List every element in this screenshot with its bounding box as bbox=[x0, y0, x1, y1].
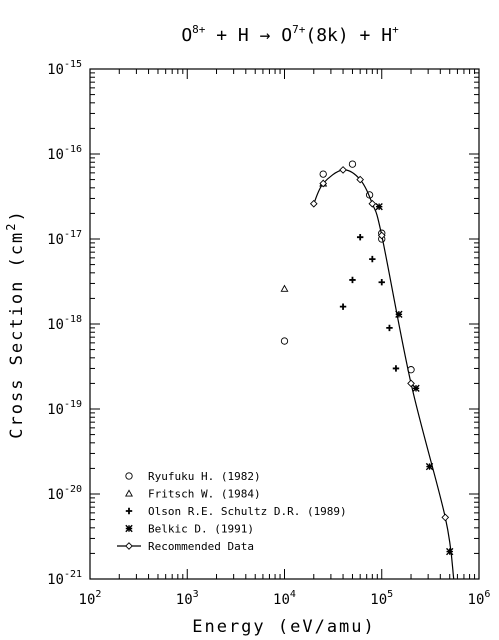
series-diamond-line bbox=[309, 166, 455, 580]
recommended-curve bbox=[313, 169, 455, 580]
legend-label: Recommended Data bbox=[148, 540, 254, 553]
data-point bbox=[441, 513, 450, 522]
data-point bbox=[356, 175, 365, 184]
data-point bbox=[280, 337, 289, 345]
legend-item: Belkic D. (1991) bbox=[125, 523, 254, 536]
legend: Ryufuku H. (1982) Fritsch W. (1984) Olson … bbox=[117, 470, 347, 553]
data-point bbox=[375, 202, 383, 211]
x-tick-label: 103 bbox=[176, 589, 199, 608]
y-tick-labels: 10-15 10-16 10-17 10-18 10-19 10-20 10-21 bbox=[47, 59, 82, 588]
data-point bbox=[386, 324, 393, 332]
data-point bbox=[369, 255, 376, 263]
legend-marker bbox=[125, 524, 133, 533]
data-point bbox=[339, 303, 347, 310]
data-point bbox=[348, 160, 357, 168]
data-point bbox=[407, 379, 415, 388]
data-point bbox=[412, 384, 420, 393]
data-series bbox=[280, 160, 455, 580]
legend-label: Fritsch W. (1984) bbox=[148, 488, 261, 501]
legend-marker bbox=[125, 507, 133, 515]
legend-marker bbox=[125, 542, 133, 550]
y-tick-label: 10-20 bbox=[47, 484, 82, 503]
y-tick-label: 10-18 bbox=[47, 314, 82, 333]
x-tick-labels: 102 103 104 105 106 bbox=[79, 589, 491, 608]
data-point bbox=[349, 276, 356, 284]
data-point bbox=[392, 365, 400, 372]
y-tick-label: 10-21 bbox=[47, 569, 82, 588]
data-point bbox=[339, 166, 347, 174]
y-axis-label: Cross Section (cm2) bbox=[4, 209, 27, 438]
x-axis-label: Energy (eV/amu) bbox=[192, 617, 376, 637]
y-tick-label: 10-17 bbox=[47, 229, 82, 248]
data-point bbox=[425, 462, 434, 471]
x-tick-label: 102 bbox=[79, 589, 102, 608]
y-tick-label: 10-15 bbox=[47, 59, 82, 78]
data-point bbox=[378, 279, 385, 286]
y-tick-label: 10-16 bbox=[47, 144, 82, 163]
legend-marker bbox=[125, 489, 133, 497]
data-point bbox=[377, 231, 386, 240]
legend-item: Olson R.E. Schultz D.R. (1989) bbox=[125, 505, 347, 518]
data-point bbox=[395, 310, 403, 319]
data-point bbox=[446, 547, 454, 556]
data-point bbox=[280, 284, 289, 292]
legend-label: Olson R.E. Schultz D.R. (1989) bbox=[148, 505, 347, 518]
axis-ticks bbox=[90, 69, 479, 579]
plot-frame bbox=[89, 68, 480, 580]
series-star bbox=[375, 202, 454, 556]
x-tick-label: 104 bbox=[273, 589, 296, 608]
legend-item: Fritsch W. (1984) bbox=[125, 488, 261, 501]
series-circle bbox=[280, 160, 415, 374]
x-tick-label: 105 bbox=[370, 589, 393, 608]
data-point bbox=[319, 170, 327, 178]
series-plus bbox=[339, 233, 400, 372]
y-tick-label: 10-19 bbox=[47, 399, 82, 418]
legend-item: Recommended Data bbox=[117, 540, 254, 553]
x-tick-label: 106 bbox=[468, 589, 491, 608]
data-point bbox=[356, 233, 364, 241]
legend-marker bbox=[125, 472, 133, 480]
data-point bbox=[368, 199, 377, 208]
series-triangle bbox=[280, 179, 328, 292]
data-point bbox=[309, 199, 318, 208]
data-point bbox=[319, 179, 328, 188]
legend-label: Belkic D. (1991) bbox=[148, 523, 254, 536]
chart-title: O8+ + H → O7+(8k) + H+ bbox=[181, 23, 399, 46]
legend-label: Ryufuku H. (1982) bbox=[148, 470, 261, 483]
legend-item: Ryufuku H. (1982) bbox=[125, 470, 261, 483]
